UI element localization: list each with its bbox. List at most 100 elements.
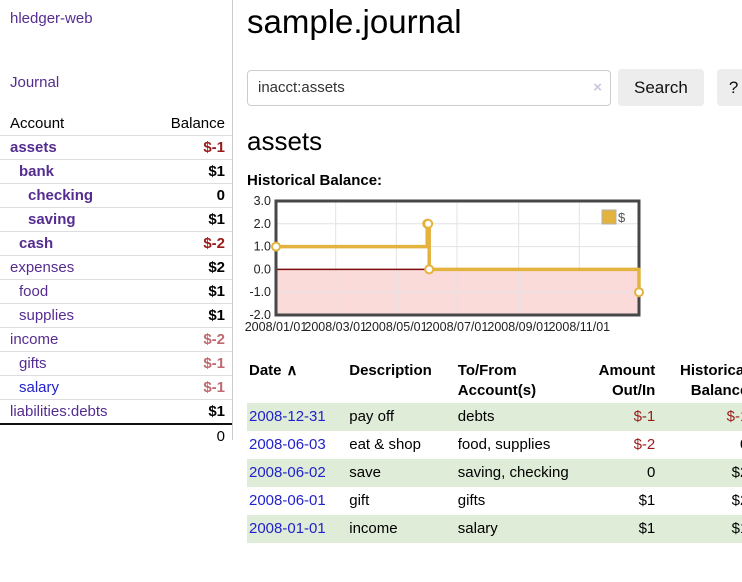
account-row-checking: checking 0 [0,183,233,208]
svg-text:2008/07/01: 2008/07/01 [426,320,489,334]
svg-text:3.0: 3.0 [254,194,271,208]
svg-text:2008/03/01: 2008/03/01 [304,320,367,334]
register-header-amount: Amount Out/In [598,362,656,399]
register-row: 2008-01-01 income salary $1 $1 [247,515,742,543]
svg-text:-2.0: -2.0 [249,308,271,322]
transaction-description: gift [349,492,370,509]
transaction-date-link[interactable]: 2008-06-01 [249,492,326,509]
account-balance: $1 [139,399,233,424]
account-link[interactable]: supplies [19,307,75,324]
sidebar: hledger-web Journal Account Balance asse… [0,0,233,543]
account-row-bank: bank $1 [0,159,233,184]
account-link[interactable]: gifts [19,355,47,372]
search-input-wrap: × [247,69,611,106]
transaction-description: pay off [349,408,395,425]
account-link[interactable]: salary [19,379,60,396]
account-row-food: food $1 [0,279,233,304]
account-link[interactable]: liabilities:debts [10,403,108,420]
hledger-web-app: hledger-web Journal Account Balance asse… [0,0,742,543]
accounts-total-row: 0 [0,423,233,448]
account-link[interactable]: income [10,331,59,348]
account-row-liabilities-debts: liabilities:debts $1 [0,399,233,424]
accounts-header-row: Account Balance [0,112,233,136]
accounts-header-balance: Balance [170,115,225,132]
register-row: 2008-06-03 eat & shop food, supplies $-20 [247,431,742,459]
transaction-accounts: debts [457,408,495,425]
chart-title-label: Historical Balance: [247,172,383,189]
transaction-description: income [349,520,398,537]
account-row-gifts: gifts $-1 [0,351,233,376]
account-balance: $-2 [139,327,233,352]
account-row-saving: saving $1 [0,207,233,232]
search-button[interactable]: Search [618,69,704,106]
svg-text:1.0: 1.0 [254,240,271,254]
account-balance: $1 [139,303,233,328]
account-balance: $-1 [139,351,233,376]
nav-journal-link[interactable]: Journal [10,74,60,91]
svg-text:$: $ [618,210,626,225]
register-header-balance: Historical Balance [679,362,742,399]
transaction-amount: 0 [646,464,656,481]
transaction-amount: $-1 [633,408,656,425]
transaction-accounts: food, supplies [457,436,551,453]
register-row: 2008-12-31 pay off debts $-1 $-1 [247,403,742,431]
account-link[interactable]: checking [28,187,94,204]
register-header-description: Description [349,362,432,379]
account-row-salary: salary $-1 [0,375,233,400]
transaction-description: save [349,464,381,481]
svg-text:2.0: 2.0 [254,217,271,231]
search-form: × Search ? [247,69,742,106]
transaction-balance: $-1 [726,408,742,425]
account-balance: $-1 [139,375,233,400]
transaction-date-link[interactable]: 2008-06-02 [249,464,326,481]
page-title: sample.journal [247,3,462,40]
register-row: 2008-06-02 save saving, checking 0 $2 [247,459,742,487]
accounts-total-value: 0 [139,423,233,448]
help-button[interactable]: ? [716,69,742,106]
register-table: Date ∧ Description To/From Account(s) Amo… [247,359,742,543]
account-balance: $1 [139,279,233,304]
account-balance: 0 [139,183,233,208]
register-row: 2008-06-01 gift gifts $1 $2 [247,487,742,515]
account-link[interactable]: food [19,283,49,300]
accounts-table: Account Balance assets $-1 bank $1 checking 0… [0,112,233,448]
brand-link[interactable]: hledger-web [10,10,93,27]
transaction-accounts: gifts [457,492,486,509]
register-header-row: Date ∧ Description To/From Account(s) Amo… [247,359,742,403]
account-row-assets: assets $-1 [0,135,233,160]
account-link[interactable]: cash [19,235,54,252]
historical-balance-chart: $3.0 2.0 1.0 0.0 -1.0 -2.0 2008/01/01 2008/03/0… [245,194,742,337]
account-balance: $-2 [139,231,233,256]
transaction-date-link[interactable]: 2008-06-03 [249,436,326,453]
account-link[interactable]: expenses [10,259,75,276]
transaction-balance: $1 [731,520,742,537]
svg-text:2008/01/01: 2008/01/01 [245,320,308,334]
transaction-description: eat & shop [349,436,421,453]
account-link[interactable]: saving [28,211,76,228]
main-content: sample.journal × Search ? assets Histori… [233,0,742,543]
account-link[interactable]: bank [19,163,55,180]
search-input[interactable] [247,69,611,106]
transaction-amount: $1 [638,492,656,509]
transaction-accounts: salary [457,520,498,537]
sort-ascending-icon: ∧ [286,362,298,379]
transaction-balance: $2 [731,464,742,481]
svg-text:2008/09/01: 2008/09/01 [487,320,550,334]
account-row-income: income $-2 [0,327,233,352]
accounts-header-account: Account [10,115,65,132]
account-row-supplies: supplies $1 [0,303,233,328]
clear-search-icon[interactable]: × [593,78,602,96]
account-balance: $1 [139,159,233,184]
svg-text:0.0: 0.0 [254,262,271,276]
transaction-accounts: saving, checking [457,464,569,481]
account-balance: $-1 [139,135,233,160]
sidebar-divider [232,0,233,440]
transaction-date-link[interactable]: 2008-01-01 [249,520,326,537]
svg-text:-1.0: -1.0 [249,285,271,299]
register-header-date[interactable]: Date ∧ [249,362,298,379]
account-row-expenses: expenses $2 [0,255,233,280]
transaction-date-link[interactable]: 2008-12-31 [249,408,326,425]
transaction-balance: $2 [731,492,742,509]
account-heading: assets [247,126,323,156]
account-link[interactable]: assets [10,139,57,156]
